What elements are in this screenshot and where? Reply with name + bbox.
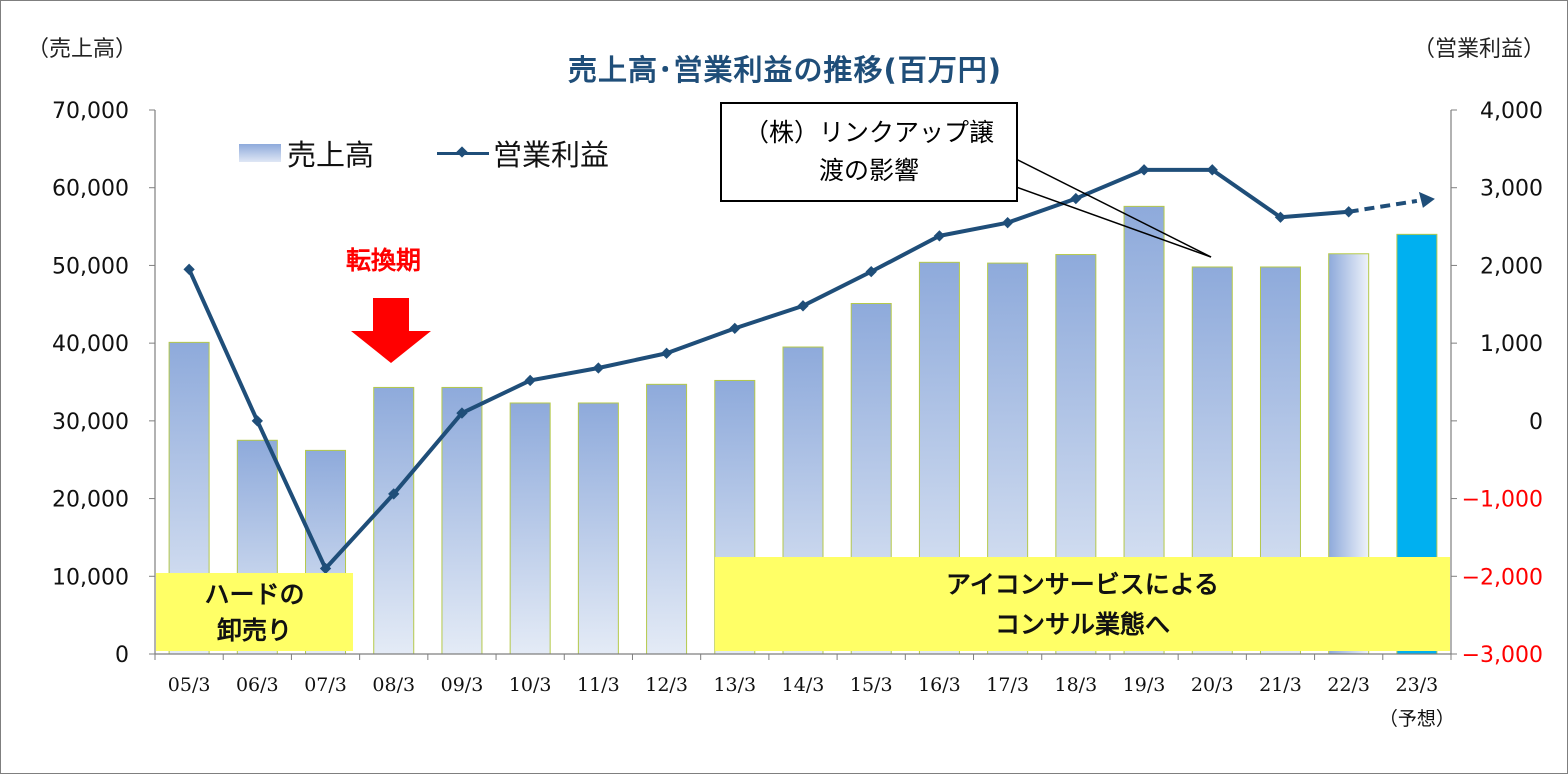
- legend-line-swatch: [437, 143, 489, 163]
- note-box-consulting: アイコンサービスによる コンサル業態へ: [715, 557, 1450, 651]
- bar-sales-12-3: [646, 383, 688, 655]
- x-tick-label: 17/3: [986, 674, 1029, 696]
- right-tick-label: 4,000: [1480, 99, 1543, 124]
- profit-point-10-3: [524, 374, 536, 387]
- profit-point-17-3: [1001, 217, 1014, 229]
- x-tick-label: 09/3: [441, 674, 484, 696]
- x-tick-label: 16/3: [918, 674, 961, 696]
- profit-point-14-3: [797, 300, 809, 312]
- x-tick-label: 22/3: [1327, 674, 1370, 696]
- x-tick-label: 18/3: [1055, 674, 1098, 696]
- left-tick-label: 20,000: [52, 488, 129, 513]
- profit-point-09-3: [456, 407, 468, 419]
- x-tick-label: 08/3: [372, 674, 415, 696]
- note-box-consulting-line-2: コンサル業態へ: [994, 610, 1170, 639]
- callout-box: （株）リンクアップ譲 渡の影響: [720, 102, 1018, 202]
- transition-arrow: [351, 298, 431, 363]
- profit-forecast-arrowhead: [1418, 191, 1435, 208]
- x-tick-label: 20/3: [1191, 674, 1234, 696]
- left-tick-label: 50,000: [52, 254, 129, 279]
- profit-point-22-3: [1343, 206, 1355, 218]
- x-tick-label: 15/3: [850, 674, 893, 696]
- legend-item-profit: 営業利益: [437, 133, 609, 173]
- transition-label: 転換期: [346, 246, 422, 275]
- x-tick-label: 12/3: [645, 674, 688, 696]
- profit-point-15-3: [865, 265, 877, 278]
- profit-point-18-3: [1070, 192, 1082, 205]
- profit-point-11-3: [592, 362, 605, 374]
- right-tick-label: −3,000: [1462, 643, 1543, 668]
- left-tick-label: 30,000: [52, 410, 129, 435]
- legend-label-profit: 営業利益: [493, 138, 610, 172]
- left-tick-label: 70,000: [52, 99, 129, 124]
- callout-line-2: 渡の影響: [818, 156, 919, 185]
- callout-line-1: （株）リンクアップ譲: [743, 118, 994, 147]
- profit-point-20-3: [1206, 164, 1218, 176]
- profit-point-05-3: [183, 263, 195, 275]
- x-tick-label: 11/3: [577, 674, 620, 696]
- profit-line-solid: [187, 167, 1349, 571]
- legend-item-sales: 売上高: [239, 133, 374, 173]
- right-tick-label: −2,000: [1462, 565, 1543, 590]
- profit-point-16-3: [933, 230, 946, 242]
- left-tick-label: 60,000: [52, 177, 129, 202]
- left-tick-label: 40,000: [52, 332, 129, 357]
- bar-sales-11-3: [577, 402, 619, 655]
- note-box-consulting-line-1: アイコンサービスによる: [945, 570, 1219, 599]
- bar-sales-08-3: [373, 386, 415, 655]
- left-tick-label: 10,000: [52, 565, 129, 590]
- right-tick-label: 2,000: [1480, 254, 1543, 279]
- profit-point-06-3: [251, 415, 263, 427]
- x-tick-label: 06/3: [236, 674, 279, 696]
- x-tick-label: 05/3: [168, 674, 211, 696]
- legend-label-sales: 売上高: [287, 138, 375, 172]
- x-tick-label: 21/3: [1259, 674, 1302, 696]
- note-box-wholesale-line-2: 卸売り: [216, 616, 292, 645]
- legend-bar-swatch: [239, 144, 281, 162]
- profit-point-21-3: [1274, 211, 1287, 223]
- profit-point-19-3: [1138, 164, 1150, 176]
- x-tick-label: 07/3: [304, 674, 347, 696]
- x-tick-label: 13/3: [713, 674, 756, 696]
- profit-point-12-3: [660, 347, 673, 359]
- x-tick-label: 19/3: [1123, 674, 1166, 696]
- right-tick-label: 0: [1529, 410, 1543, 435]
- x-tick-label: 10/3: [509, 674, 552, 696]
- x-tick-label: 14/3: [782, 674, 825, 696]
- chart-title: 売上高･営業利益の推移(百万円): [567, 53, 1002, 87]
- bar-sales-10-3: [509, 402, 551, 655]
- right-axis-title: （営業利益）: [1412, 37, 1545, 62]
- profit-point-13-3: [729, 322, 741, 335]
- x-tick-label-forecast-note: （予想）: [1379, 708, 1455, 730]
- right-tick-label: −1,000: [1462, 488, 1543, 513]
- left-tick-label: 0: [115, 643, 129, 668]
- profit-point-07-3: [319, 562, 332, 575]
- left-axis-title: （売上高）: [27, 37, 138, 62]
- profit-line-forecast: [1348, 198, 1418, 214]
- note-box-wholesale: ハードの 卸売り: [156, 573, 353, 651]
- callout-pointer-2: [1015, 186, 1212, 258]
- right-tick-label: 3,000: [1480, 177, 1543, 202]
- x-tick-label: 23/3: [1396, 674, 1439, 696]
- right-tick-label: 1,000: [1480, 332, 1543, 357]
- note-box-wholesale-line-1: ハードの: [204, 580, 305, 609]
- profit-point-08-3: [388, 488, 400, 500]
- callout-pointer-1: [1015, 158, 1212, 258]
